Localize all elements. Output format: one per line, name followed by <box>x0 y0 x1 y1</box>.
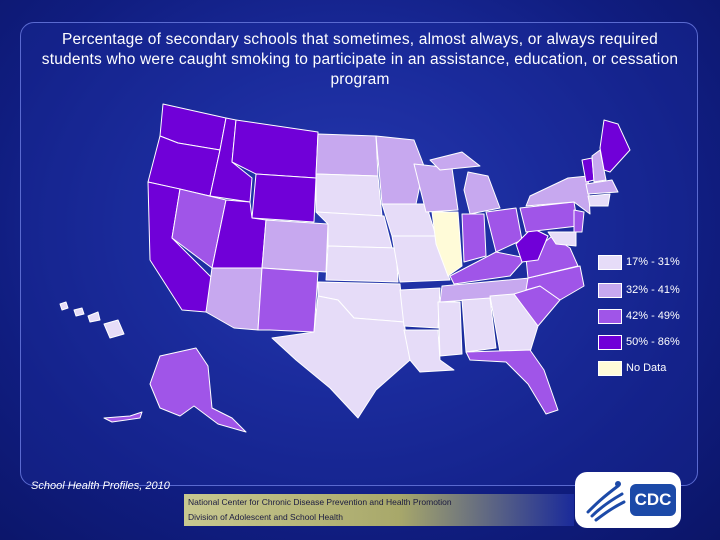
state-mississippi <box>437 301 463 357</box>
state-alabama <box>461 297 497 353</box>
state-michigan <box>463 171 501 215</box>
state-texas <box>271 295 411 419</box>
legend-swatch-50-86 <box>598 335 622 350</box>
state-massachusetts <box>585 179 619 195</box>
legend-item-50-86: 50% - 86% <box>598 334 708 350</box>
legend-swatch-32-41 <box>598 283 622 298</box>
state-kansas <box>325 245 399 283</box>
footer-center-name: National Center for Chronic Disease Prev… <box>188 497 452 507</box>
state-new-hampshire <box>591 149 607 183</box>
state-maryland <box>547 231 577 247</box>
state-hawaii-4 <box>103 319 125 339</box>
legend-item-42-49: 42% - 49% <box>598 308 708 324</box>
state-alaska <box>149 347 247 433</box>
state-wyoming <box>251 173 317 223</box>
alaska-islands <box>103 411 143 423</box>
state-hawaii-2 <box>73 307 85 317</box>
state-kentucky <box>449 251 527 285</box>
legend-label-42-49: 42% - 49% <box>626 310 680 322</box>
state-montana <box>231 119 319 179</box>
state-pennsylvania <box>519 201 579 233</box>
legend-label-50-86: 50% - 86% <box>626 336 680 348</box>
legend-swatch-42-49 <box>598 309 622 324</box>
footer-division-name: Division of Adolescent and School Health <box>188 512 343 522</box>
source-citation: School Health Profiles, 2010 <box>31 480 170 492</box>
footer-bar: National Center for Chronic Disease Prev… <box>184 494 574 526</box>
legend-label-17-31: 17% - 31% <box>626 256 680 268</box>
legend-swatch-17-31 <box>598 255 622 270</box>
state-north-carolina <box>525 265 585 301</box>
legend-label-32-41: 32% - 41% <box>626 284 680 296</box>
map-title: Percentage of secondary schools that som… <box>41 31 679 88</box>
state-new-jersey <box>573 209 585 233</box>
state-maine <box>599 119 631 173</box>
state-missouri <box>391 235 451 283</box>
state-connecticut <box>587 193 611 207</box>
state-michigan-upper <box>429 151 481 171</box>
state-new-york <box>525 175 591 215</box>
cdc-logo: CDC <box>630 484 676 516</box>
legend-swatch-no-data <box>598 361 622 376</box>
state-louisiana <box>403 329 455 373</box>
state-illinois <box>431 211 463 277</box>
state-colorado <box>261 219 329 273</box>
legend-label-no-data: No Data <box>626 362 667 374</box>
state-arkansas <box>399 287 441 329</box>
legend-item-no-data: No Data <box>598 360 708 376</box>
legend-item-32-41: 32% - 41% <box>598 282 708 298</box>
legend-item-17-31: 17% - 31% <box>598 254 708 270</box>
state-indiana <box>461 213 487 263</box>
hhs-eagle-icon <box>586 481 626 522</box>
state-georgia <box>489 293 539 353</box>
state-hawaii-3 <box>87 311 101 323</box>
state-new-mexico <box>257 267 319 333</box>
state-south-dakota <box>315 173 383 217</box>
state-north-dakota <box>315 133 379 177</box>
state-florida <box>465 349 559 415</box>
state-hawaii <box>59 301 69 311</box>
state-virginia <box>525 235 579 279</box>
state-arizona <box>205 267 263 331</box>
